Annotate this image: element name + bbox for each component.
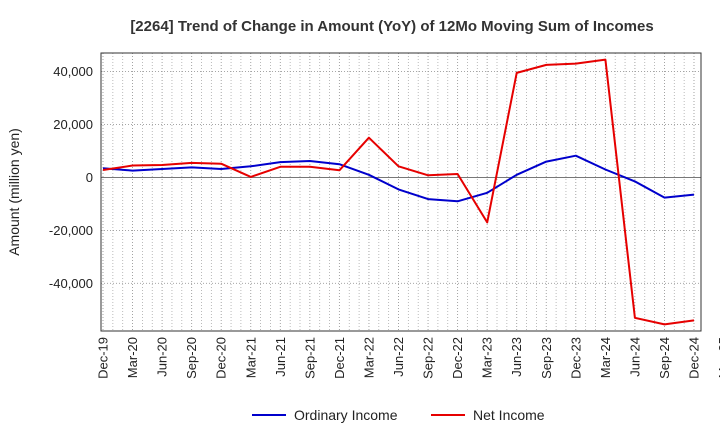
horizontal-gridlines [101, 71, 701, 284]
x-tick-label: Dec-20 [214, 337, 229, 379]
y-axis-label: Amount (million yen) [6, 128, 22, 256]
y-tick-label: -20,000 [49, 223, 93, 238]
plot-area [100, 52, 702, 332]
chart-title: [2264] Trend of Change in Amount (YoY) o… [130, 18, 653, 35]
x-tick-label: Sep-21 [302, 337, 317, 379]
x-tick-label: Jun-24 [627, 337, 642, 377]
y-tick-label: 40,000 [53, 64, 93, 79]
x-tick-label: Jun-20 [155, 337, 170, 377]
x-tick-label: Sep-23 [539, 337, 554, 379]
x-tick-label: Mar-21 [243, 337, 258, 378]
series-line-ordinary-income [102, 154, 695, 203]
legend: Ordinary Income Net Income [252, 407, 545, 423]
x-tick-label: Dec-24 [687, 337, 702, 379]
plot-background [101, 53, 701, 331]
plot-border [100, 52, 702, 332]
x-tick-label: Dec-21 [332, 337, 347, 379]
y-tick-label: 0 [86, 170, 93, 185]
x-tick-label: Mar-23 [480, 337, 495, 378]
legend-label-net-income: Net Income [473, 407, 545, 423]
y-tick-label: 20,000 [53, 117, 93, 132]
x-tick-label: Jun-22 [391, 337, 406, 377]
x-tick-label: Mar-22 [361, 337, 376, 378]
x-tick-label: Mar-20 [125, 337, 140, 378]
x-tick-label: Jun-23 [509, 337, 524, 377]
x-tick-label: Dec-22 [450, 337, 465, 379]
x-tick-label: Dec-23 [568, 337, 583, 379]
x-tick-label: Sep-22 [421, 337, 436, 379]
x-axis-ticks: Dec-19 Mar-20 Jun-20 Sep-20 Dec-20 Mar-21 Jun-… [96, 337, 720, 379]
x-tick-label: Sep-20 [184, 337, 199, 379]
x-tick-label: Dec-19 [96, 337, 111, 379]
x-tick-label: Mar-25 [716, 337, 720, 378]
legend-label-ordinary-income: Ordinary Income [294, 407, 398, 423]
x-tick-label: Mar-24 [598, 337, 613, 378]
vertical-gridlines [102, 53, 695, 331]
x-tick-label: Sep-24 [657, 337, 672, 379]
y-tick-label: -40,000 [49, 276, 93, 291]
series-line-net-income [102, 58, 695, 326]
series-layer [102, 58, 695, 326]
y-axis-ticks: 40,000 20,000 0 -20,000 -40,000 [49, 64, 93, 291]
x-tick-label: Jun-21 [273, 337, 288, 377]
